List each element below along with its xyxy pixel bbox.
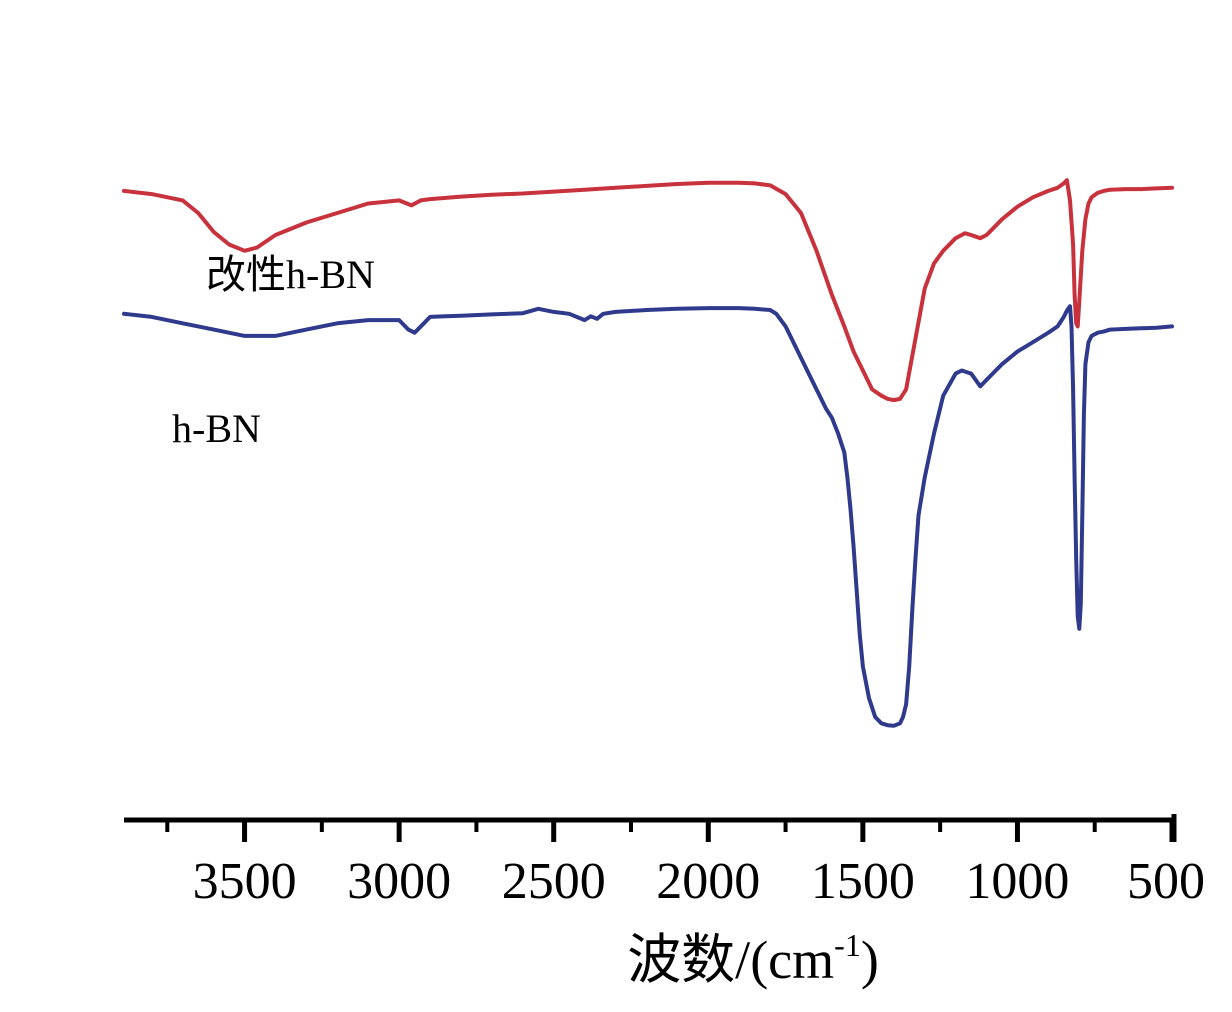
x-tick-label-500: 500 xyxy=(1127,853,1205,910)
x-axis-title-superscript: -1 xyxy=(834,927,861,963)
series-label-hbn: h-BN xyxy=(172,406,261,451)
series-layer xyxy=(122,178,1174,728)
x-tick-label-2500: 2500 xyxy=(502,853,606,910)
x-axis-title-main: 波数/(cm xyxy=(627,930,834,990)
x-tick-label-2000: 2000 xyxy=(656,853,760,910)
x-tick-label-1500: 1500 xyxy=(811,853,915,910)
x-tick-label-3500: 3500 xyxy=(193,853,297,910)
x-tick-label-3000: 3000 xyxy=(347,853,451,910)
series-label-modified-hbn: 改性h-BN xyxy=(206,252,375,297)
x-axis-ticks: 3500 3000 2500 2000 1500 1000 500 xyxy=(165,814,1205,910)
x-axis-title-tail: ) xyxy=(861,930,879,990)
x-axis-title: 波数/(cm-1) xyxy=(627,927,879,990)
series-line-modified-hbn xyxy=(122,178,1174,403)
series-line-hbn xyxy=(122,304,1174,728)
x-tick-label-1000: 1000 xyxy=(965,853,1069,910)
